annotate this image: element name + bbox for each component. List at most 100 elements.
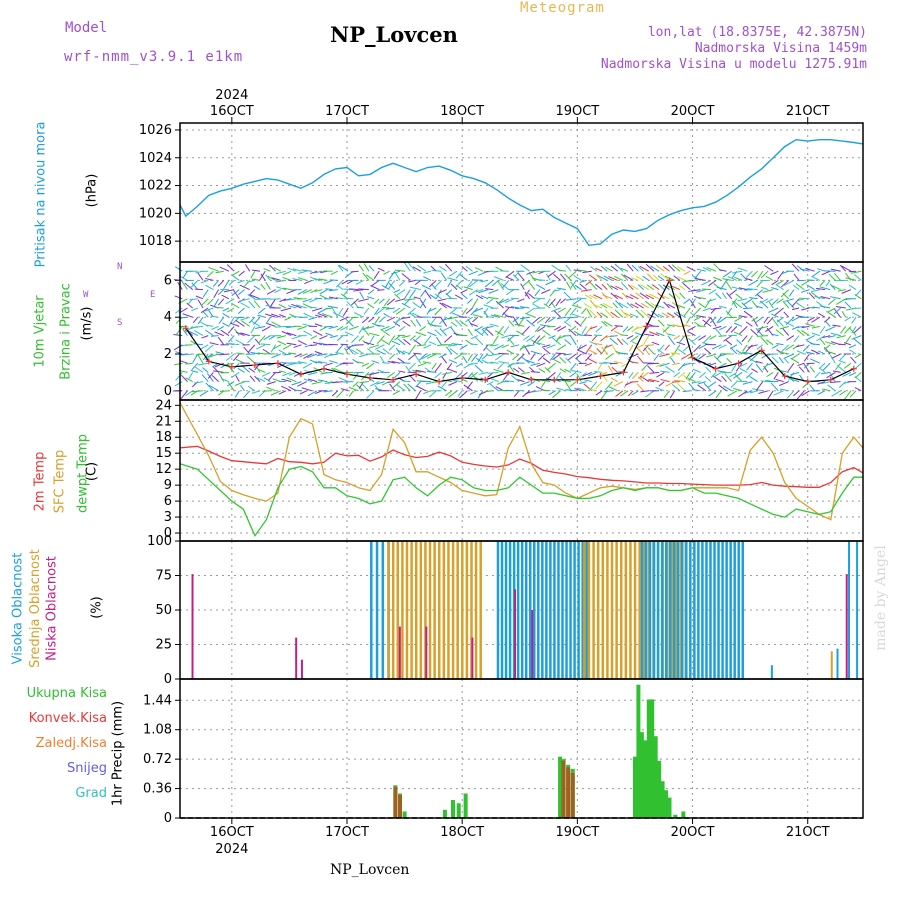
wind-arrow: [830, 381, 841, 383]
y-tick-label: 15: [155, 446, 172, 461]
wind-arrow: [484, 390, 494, 393]
wind-arrow: [206, 270, 214, 278]
wind-arrow: [640, 302, 650, 309]
wind-arrow: [440, 381, 448, 389]
wind-arrow: [261, 371, 271, 377]
wind-arrow: [343, 297, 354, 300]
wind-arrow: [534, 297, 546, 300]
wind-arrow: [472, 314, 484, 318]
wind-arrow: [356, 306, 364, 309]
wind-arrow: [408, 362, 416, 370]
wind-arrow: [307, 371, 318, 376]
cloud-bar: [733, 541, 736, 679]
cloud-bar: [370, 541, 373, 679]
precip-total-bar: [402, 811, 407, 818]
wind-arrow: [679, 292, 686, 300]
wind-arrow: [552, 353, 561, 361]
precip-total-bar: [650, 699, 655, 818]
precip-total-bar: [442, 809, 447, 818]
wind-arrow: [336, 335, 344, 341]
cloud-bar: [387, 541, 390, 679]
wind-speed-point: [666, 277, 673, 284]
wind-arrow: [704, 376, 712, 382]
wind-arrow: [786, 390, 795, 399]
cloud-bar: [725, 541, 728, 679]
wind-arrow: [601, 346, 608, 355]
cloud-bar: [461, 541, 464, 679]
wind-arrow: [202, 289, 209, 298]
wind-arrow: [225, 353, 235, 361]
wind-arrow: [532, 316, 541, 324]
wind-arrow: [790, 371, 800, 376]
wind-arrow: [439, 328, 447, 336]
wind-arrow: [556, 316, 566, 320]
cloud-bar: [676, 541, 680, 679]
cloud-bar: [713, 541, 716, 679]
wind-arrow: [786, 335, 795, 341]
wind-arrow: [730, 381, 738, 388]
wind-arrow: [810, 289, 820, 293]
wind-arrow: [569, 362, 577, 371]
wind-arrow: [481, 328, 489, 336]
wind-arrow: [257, 314, 266, 318]
wind-arrow: [714, 355, 722, 364]
wind-arrow: [579, 279, 587, 283]
cloud-bar: [549, 541, 552, 679]
wind-arrow: [608, 276, 618, 281]
wind-arrow: [610, 377, 618, 383]
wind-arrow: [388, 280, 396, 290]
wind-arrow: [486, 298, 494, 305]
wind-arrow: [536, 316, 546, 324]
wind-arrow: [470, 335, 478, 340]
y-tick-label: 21: [155, 414, 172, 429]
wind-arrow: [521, 356, 530, 364]
wind-arrow: [600, 265, 608, 272]
wind-arrow: [584, 379, 592, 383]
wind-arrow: [286, 298, 297, 301]
wind-arrow: [705, 366, 712, 373]
wind-arrow: [838, 343, 846, 346]
wind-arrow: [182, 313, 193, 318]
wind-arrow: [521, 326, 530, 335]
wind-arrow: [765, 325, 774, 332]
wind-arrow: [678, 348, 686, 355]
wind-arrow: [220, 329, 230, 337]
wind-arrow: [512, 353, 520, 361]
wind-arrow: [830, 296, 841, 300]
wind-arrow: [848, 284, 857, 291]
footer-station: NP_Lovcen: [330, 862, 410, 878]
wind-arrow: [734, 373, 743, 382]
wind-arrow: [204, 307, 214, 312]
wind-arrow: [276, 335, 287, 339]
wind-arrow: [275, 279, 287, 283]
wind-arrow: [569, 307, 577, 316]
wind-arrow: [814, 372, 821, 379]
wind-arrow: [440, 317, 448, 327]
wind-arrow: [801, 279, 810, 286]
wind-arrow: [239, 298, 250, 302]
wind-arrow: [713, 283, 722, 290]
wind-arrow: [368, 289, 375, 295]
wind-arrow: [589, 381, 598, 390]
wind-arrow: [734, 276, 743, 281]
wind-arrow: [219, 266, 230, 272]
wind-arrow: [751, 368, 758, 373]
wind-arrow: [419, 353, 427, 361]
wind-arrow: [327, 305, 338, 309]
wind-arrow: [826, 310, 836, 318]
wind-arrow: [605, 266, 613, 272]
wind-arrow: [649, 331, 660, 337]
wind-arrow: [459, 274, 468, 281]
wind-arrow: [440, 272, 448, 281]
y-tick-label: 1.08: [143, 723, 172, 738]
wind-arrow: [319, 294, 328, 300]
wind-arrow: [445, 390, 453, 397]
wind-arrow: [686, 316, 691, 324]
wind-arrow: [277, 340, 287, 346]
wind-arrow: [600, 303, 608, 309]
wind-arrow: [392, 307, 401, 314]
wind-arrow: [606, 283, 613, 290]
wind-arrow: [755, 363, 764, 373]
